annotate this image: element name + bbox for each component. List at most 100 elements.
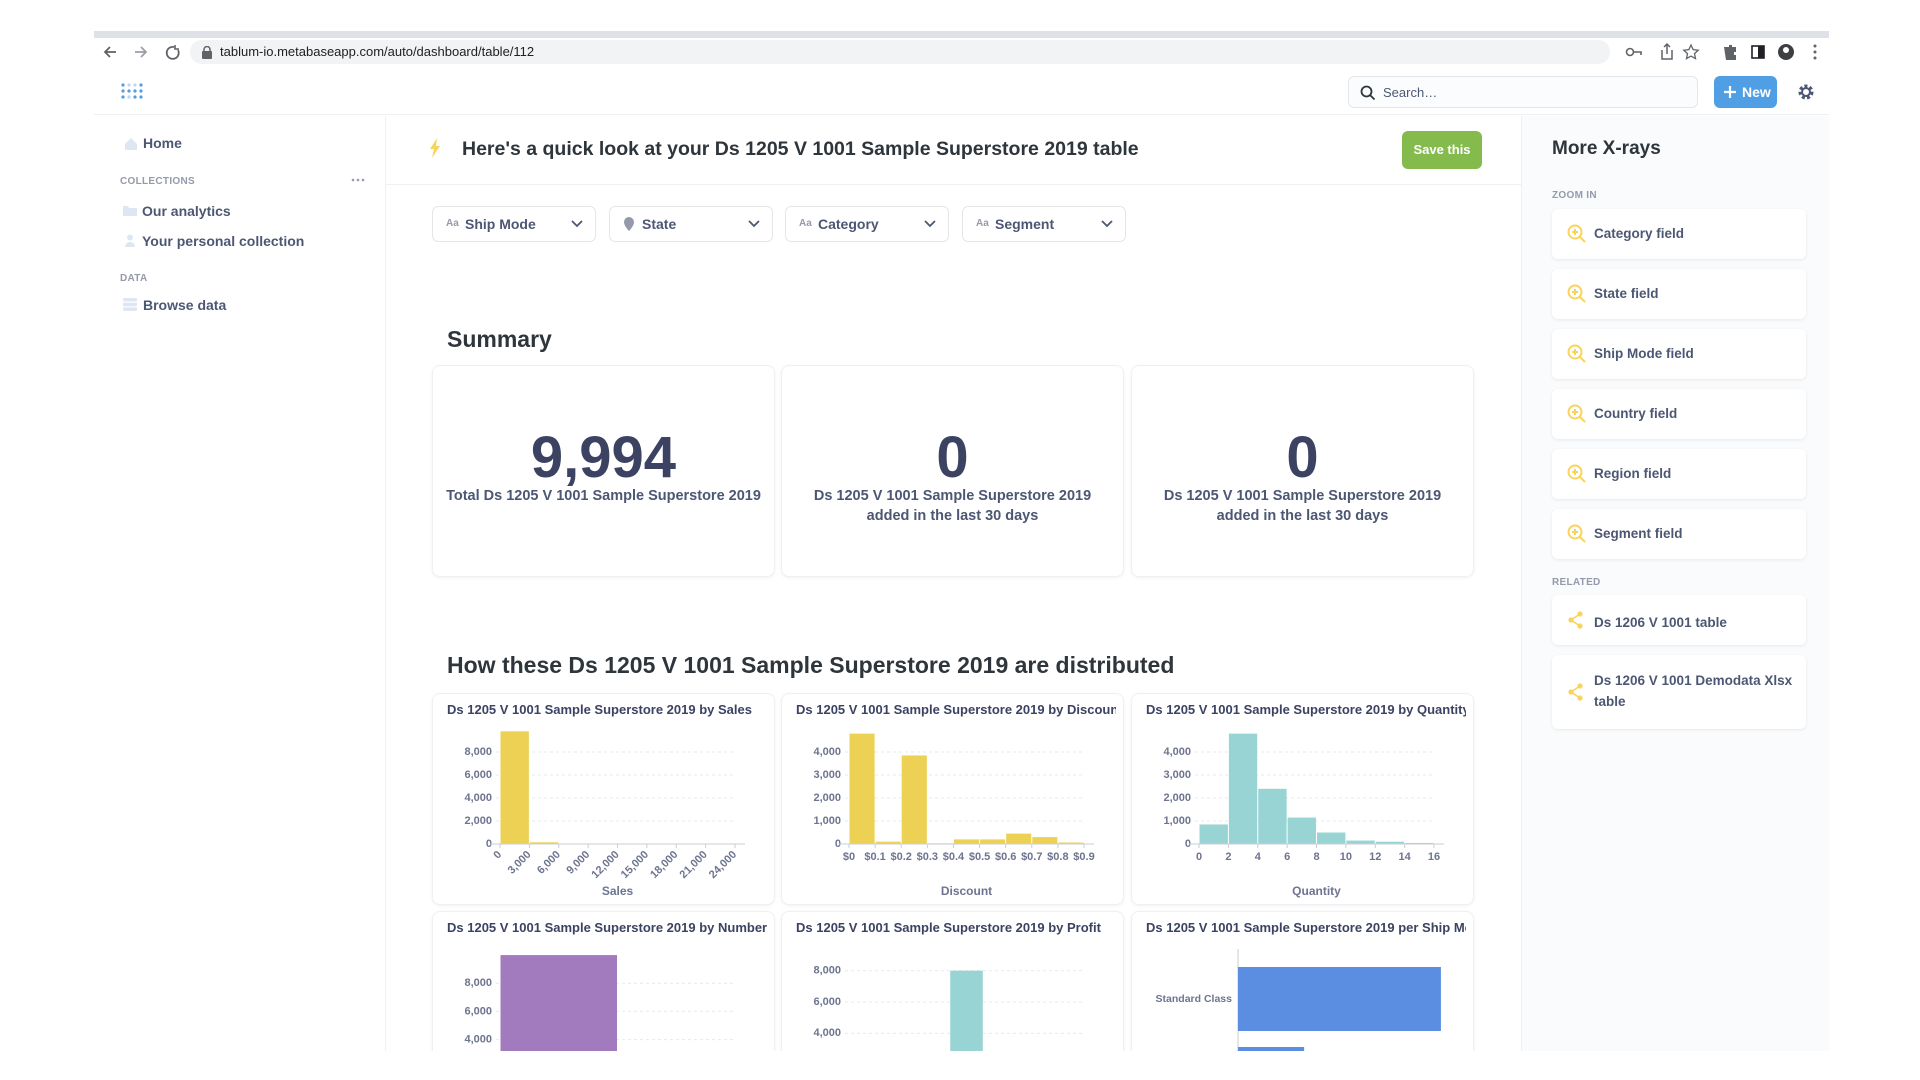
y-tick-label: 4,000 xyxy=(464,792,492,804)
xray-item[interactable]: State field xyxy=(1552,269,1806,319)
bar xyxy=(1058,842,1084,844)
bar xyxy=(1375,841,1405,844)
new-label: New xyxy=(1742,84,1771,100)
filter-widget[interactable]: Aa Segment xyxy=(962,206,1126,242)
bar xyxy=(1228,733,1258,844)
chart-card: Ds 1205 V 1001 Sample Superstore 2019 by… xyxy=(781,693,1124,905)
x-tick-label: $0 xyxy=(843,851,855,863)
nav-item[interactable]: Our analytics xyxy=(142,203,231,219)
database-icon xyxy=(123,298,137,311)
filter-widget[interactable]: Aa Category xyxy=(785,206,949,242)
filter-label: Ship Mode xyxy=(465,216,536,232)
xray-label: Segment field xyxy=(1594,526,1683,541)
xray-item[interactable]: Country field xyxy=(1552,389,1806,439)
scalar-card: 9,994 Total Ds 1205 V 1001 Sample Superst… xyxy=(432,365,775,577)
x-tick-label: $0.1 xyxy=(864,851,885,863)
x-tick-label: 12,000 xyxy=(589,849,621,881)
home-icon xyxy=(125,138,137,150)
y-tick-label: 4,000 xyxy=(1163,746,1191,758)
app-header: Search… New xyxy=(94,67,1829,115)
section-heading: COLLECTIONS xyxy=(120,176,195,187)
nav-item[interactable]: Your personal collection xyxy=(142,233,305,249)
x-tick-label: $0.7 xyxy=(1021,851,1042,863)
x-tick-label: 18,000 xyxy=(648,849,680,881)
zoom-shape xyxy=(1567,344,1583,360)
x-tick-label: $0.6 xyxy=(995,851,1016,863)
y-tick-label: Standard Class xyxy=(1156,993,1233,1005)
y-tick-label: 4,000 xyxy=(464,1034,492,1046)
section-heading: RELATED xyxy=(1552,577,1601,588)
metabase-logo[interactable] xyxy=(120,81,144,103)
bar xyxy=(950,970,983,1051)
chevron xyxy=(748,220,760,228)
bar xyxy=(1405,842,1434,844)
x-tick-label: 14 xyxy=(1399,851,1412,863)
bar xyxy=(953,839,980,844)
xray-label: Country field xyxy=(1594,406,1678,421)
chevron-shape xyxy=(1101,220,1113,228)
share-icon xyxy=(1568,683,1583,701)
zoom-icon xyxy=(1567,284,1586,303)
nav-item[interactable]: Browse data xyxy=(143,297,227,313)
section-heading: DATA xyxy=(120,273,148,284)
field-type-icon: Aa xyxy=(799,218,812,229)
share-shape xyxy=(1577,611,1583,617)
chart: Standard Class xyxy=(1156,949,1441,1051)
save-button[interactable]: Save this xyxy=(1402,131,1482,169)
xray-label: Region field xyxy=(1594,466,1672,481)
person-icon xyxy=(125,234,135,247)
nav-buttons[interactable] xyxy=(102,42,186,62)
chevron xyxy=(924,220,936,228)
more-icon[interactable] xyxy=(351,178,365,182)
bar xyxy=(849,733,875,844)
zoom-shape xyxy=(1567,224,1583,240)
section-title: How these Ds 1205 V 1001 Sample Supersto… xyxy=(447,652,1175,678)
x-tick-label: $0.3 xyxy=(917,851,938,863)
x-tick-label: $0.2 xyxy=(891,851,912,863)
bar xyxy=(1287,817,1316,844)
chart-card: Ds 1205 V 1001 Sample Superstore 2019 by… xyxy=(432,911,775,1051)
filter-widget[interactable]: State xyxy=(609,206,773,242)
filter-widget[interactable]: Aa Ship Mode xyxy=(432,206,596,242)
filter-label: Segment xyxy=(995,216,1055,232)
bar xyxy=(1032,837,1058,844)
bar xyxy=(1238,1047,1305,1051)
bar xyxy=(1006,833,1032,844)
x-tick-label: $0.9 xyxy=(1073,851,1094,863)
zoom-icon xyxy=(1567,344,1586,363)
nav-item[interactable]: Home xyxy=(143,135,182,151)
search-box[interactable]: Search… xyxy=(1348,76,1698,108)
new-button[interactable]: New xyxy=(1714,76,1777,108)
y-tick-label: 8,000 xyxy=(464,746,492,758)
filter-label: State xyxy=(642,216,677,232)
share-shape xyxy=(1577,695,1583,701)
xray-item[interactable]: Category field xyxy=(1552,209,1806,259)
x-tick-label: $0.4 xyxy=(943,851,965,863)
field-type-icon: Aa xyxy=(446,218,459,229)
chart: 0 1,000 2,000 3,000 4,000 $0 $0.1 $0.2 $0.3 $0.4 $… xyxy=(813,733,1095,898)
chart-card: Ds 1205 V 1001 Sample Superstore 2019 pe… xyxy=(1131,911,1474,1051)
xray-item[interactable]: Segment field xyxy=(1552,509,1806,559)
x-tick-label: 8 xyxy=(1313,851,1319,863)
chevron-shape xyxy=(924,220,936,228)
scalar-value: 9,994 xyxy=(530,425,677,490)
settings-icon[interactable] xyxy=(1797,83,1815,101)
related-label: Ds 1206 V 1001 Demodata Xlsx table xyxy=(1594,673,1793,709)
address-bar[interactable]: tablum-io.metabaseapp.com/auto/dashboard… xyxy=(190,40,1610,64)
related-item[interactable]: Ds 1206 V 1001 table xyxy=(1552,595,1806,645)
chart-title: Ds 1205 V 1001 Sample Superstore 2019 pe… xyxy=(1146,920,1466,935)
browser-window: tablum-io.metabaseapp.com/auto/dashboard… xyxy=(94,31,1829,1051)
y-tick-label: 0 xyxy=(1185,838,1191,850)
scalar-card: 0 Ds 1205 V 1001 Sample Superstore 2019 a… xyxy=(1131,365,1474,577)
xray-item[interactable]: Ship Mode field xyxy=(1552,329,1806,379)
share-shape xyxy=(1568,617,1574,623)
scalar-label: Total Ds 1205 V 1001 Sample Superstore 2… xyxy=(446,488,761,504)
y-tick-label: 8,000 xyxy=(813,965,841,977)
bar xyxy=(500,731,529,844)
xray-item[interactable]: Region field xyxy=(1552,449,1806,499)
related-item[interactable]: Ds 1206 V 1001 Demodata Xlsx table xyxy=(1552,655,1806,729)
x-tick-label: 4 xyxy=(1255,851,1262,863)
xray-panel: More X-rays ZOOM IN Category field State … xyxy=(1521,116,1829,1051)
divider xyxy=(386,184,1521,185)
